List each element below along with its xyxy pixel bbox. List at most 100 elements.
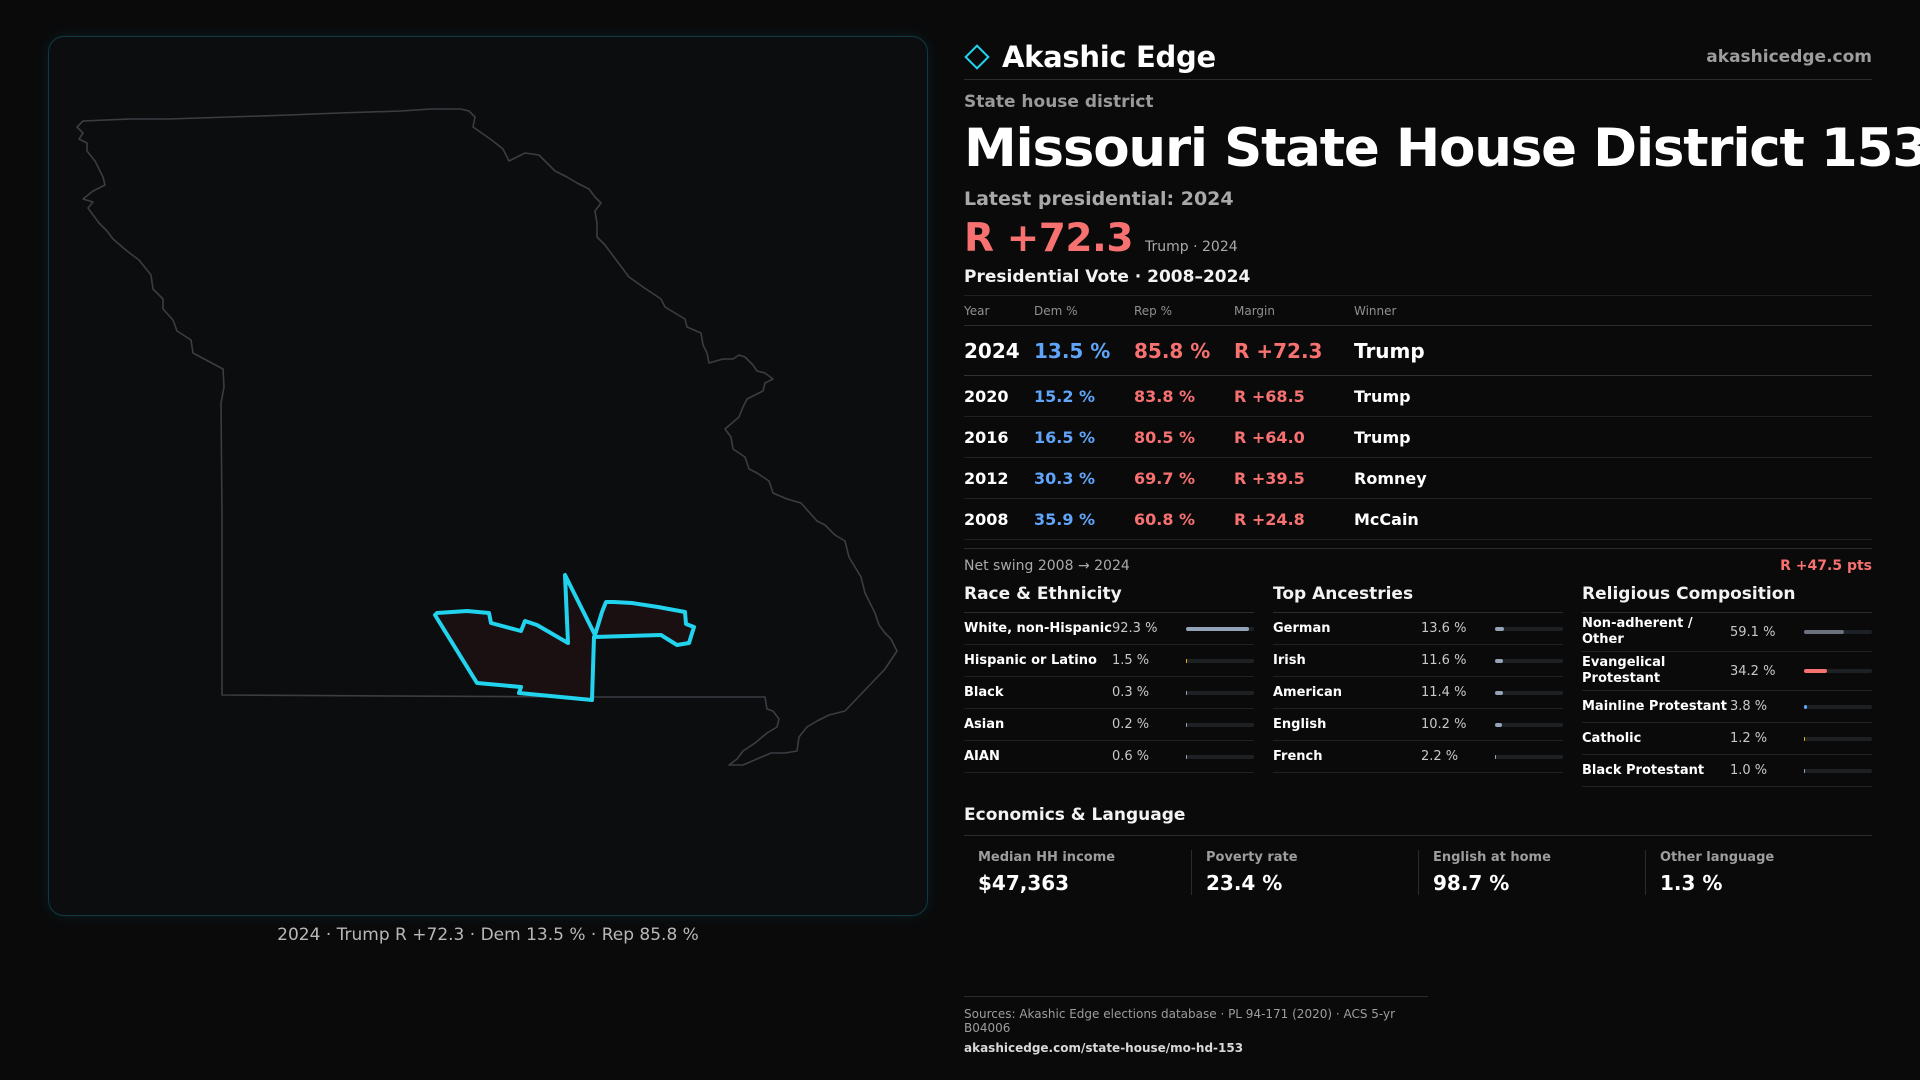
ancestry-bar-track (1495, 690, 1563, 695)
race-label: White, non-Hispanic (964, 620, 1112, 636)
ancestry-label: Irish (1273, 652, 1306, 668)
economics-section-title: Economics & Language (964, 805, 1872, 836)
religion-bar-track (1804, 768, 1872, 773)
source-url-link[interactable]: akashicedge.com/state-house/mo-hd-153 (964, 1041, 1244, 1055)
stat-value: 1.3 % (1659, 871, 1723, 895)
col-rep: Rep % (1134, 295, 1234, 326)
cell-winner: Trump (1354, 375, 1872, 417)
ancestry-pct: 11.4 % (1421, 685, 1467, 700)
ancestry-list: German 13.6 % Irish 11.6 % American 11.4 % Eng… (1273, 613, 1563, 773)
ancestry-label: American (1273, 684, 1343, 700)
missouri-state-outline (76, 108, 898, 766)
table-row: 2016 16.5 % 80.5 % R +64.0 Trump (964, 416, 1872, 458)
religion-pct: 59.1 % (1730, 624, 1776, 640)
ancestry-pct: 10.2 % (1421, 717, 1467, 732)
district-type-label: State house district (964, 92, 1154, 112)
ancestry-bar-track (1495, 722, 1563, 727)
ancestry-row: German 13.6 % (1273, 613, 1563, 645)
cell-margin: R +64.0 (1234, 416, 1354, 458)
cell-margin: R +68.5 (1234, 375, 1354, 417)
stat-label: English at home (1432, 850, 1551, 865)
cell-winner: McCain (1354, 498, 1872, 540)
latest-margin: R +72.3 Trump · 2024 (964, 216, 1872, 261)
cell-rep: 80.5 % (1134, 416, 1234, 458)
col-margin: Margin (1234, 295, 1354, 326)
cell-year: 2024 (964, 325, 1034, 376)
religion-row: Black Protestant 1.0 % (1582, 755, 1872, 787)
race-bar-track (1186, 658, 1254, 663)
district-153-highlight[interactable] (433, 573, 696, 702)
race-bar-fill (1186, 658, 1188, 663)
cell-year: 2012 (964, 457, 1034, 499)
col-year: Year (964, 295, 1034, 326)
stat-label: Other language (1659, 850, 1775, 865)
stat-label: Poverty rate (1205, 850, 1298, 865)
religion-pct: 34.2 % (1730, 663, 1776, 679)
cell-dem: 16.5 % (1034, 416, 1134, 458)
race-pct: 92.3 % (1112, 621, 1158, 636)
latest-presidential-label: Latest presidential: 2024 (964, 188, 1234, 210)
religion-bar-fill (1804, 630, 1845, 634)
race-list: White, non-Hispanic 92.3 % Hispanic or Lat… (964, 613, 1254, 773)
sources-text: Sources: Akashic Edge elections database… (964, 1007, 1396, 1035)
cell-winner: Romney (1354, 457, 1872, 499)
religion-pct: 3.8 % (1730, 699, 1768, 714)
religion-row: Mainline Protestant 3.8 % (1582, 691, 1872, 723)
religion-bar-track (1804, 669, 1872, 673)
table-row: 2008 35.9 % 60.8 % R +24.8 McCain (964, 498, 1872, 540)
religion-bar-track (1804, 736, 1872, 741)
ancestry-row: English 10.2 % (1273, 709, 1563, 741)
race-pct: 1.5 % (1112, 653, 1150, 668)
economics-stats: Median HH income $47,363 Poverty rate 23… (964, 850, 1872, 895)
race-label: Asian (964, 716, 1005, 732)
stat-other-language: Other language 1.3 % (1644, 850, 1872, 895)
big-margin-value: R +72.3 (964, 216, 1134, 261)
religion-bar-fill (1804, 669, 1828, 673)
ancestry-pct: 2.2 % (1421, 749, 1459, 764)
brand-name[interactable]: Akashic Edge (1002, 39, 1216, 74)
ancestry-row: French 2.2 % (1273, 741, 1563, 773)
ancestry-bar-track (1495, 754, 1563, 759)
ancestry-pct: 11.6 % (1421, 653, 1467, 668)
district-map[interactable] (49, 37, 928, 916)
map-panel[interactable] (48, 36, 928, 916)
cell-dem: 35.9 % (1034, 498, 1134, 540)
religion-bar-fill (1804, 768, 1805, 773)
religion-label: Mainline Protestant (1582, 698, 1728, 714)
site-domain-link[interactable]: akashicedge.com (1706, 46, 1872, 67)
ancestry-pct: 13.6 % (1421, 621, 1467, 636)
race-label: AIAN (964, 748, 1000, 764)
religion-bar-track (1804, 630, 1872, 634)
religion-label: Catholic (1582, 730, 1642, 746)
cell-year: 2008 (964, 498, 1034, 540)
race-bar-track (1186, 690, 1254, 695)
race-pct: 0.6 % (1112, 749, 1150, 764)
info-panel: Akashic Edge akashicedge.com State house… (964, 34, 1920, 895)
religion-bar-fill (1804, 736, 1805, 741)
race-label: Black (964, 684, 1004, 700)
col-dem: Dem % (1034, 295, 1134, 326)
religion-label: Evangelical Protestant (1582, 655, 1666, 686)
race-ethnicity-section: Race & Ethnicity White, non-Hispanic 92.3… (964, 584, 1254, 787)
cell-margin: R +24.8 (1234, 498, 1354, 540)
religion-section-title: Religious Composition (1582, 584, 1872, 613)
cell-margin: R +39.5 (1234, 457, 1354, 499)
net-swing-label: Net swing 2008 → 2024 (964, 558, 1130, 574)
religion-label: Black Protestant (1582, 762, 1705, 778)
demographics: Race & Ethnicity White, non-Hispanic 92.3… (964, 584, 1872, 787)
stat-median-income: Median HH income $47,363 (964, 850, 1191, 895)
ancestry-bar-track (1495, 626, 1563, 631)
race-section-title: Race & Ethnicity (964, 584, 1254, 613)
religion-label: Non-adherent / Other (1582, 616, 1693, 647)
religion-section: Religious Composition Non-adherent / Oth… (1582, 584, 1872, 787)
race-bar-track (1186, 754, 1254, 759)
cell-year: 2020 (964, 375, 1034, 417)
table-row: 2012 30.3 % 69.7 % R +39.5 Romney (964, 457, 1872, 499)
stat-value: 23.4 % (1205, 871, 1283, 895)
race-label: Hispanic or Latino (964, 652, 1097, 668)
ancestry-label: French (1273, 748, 1323, 764)
stat-english-at-home: English at home 98.7 % (1417, 850, 1645, 895)
cell-dem: 13.5 % (1034, 325, 1134, 376)
ancestry-bar-fill (1495, 658, 1503, 663)
stat-value: $47,363 (978, 871, 1070, 895)
